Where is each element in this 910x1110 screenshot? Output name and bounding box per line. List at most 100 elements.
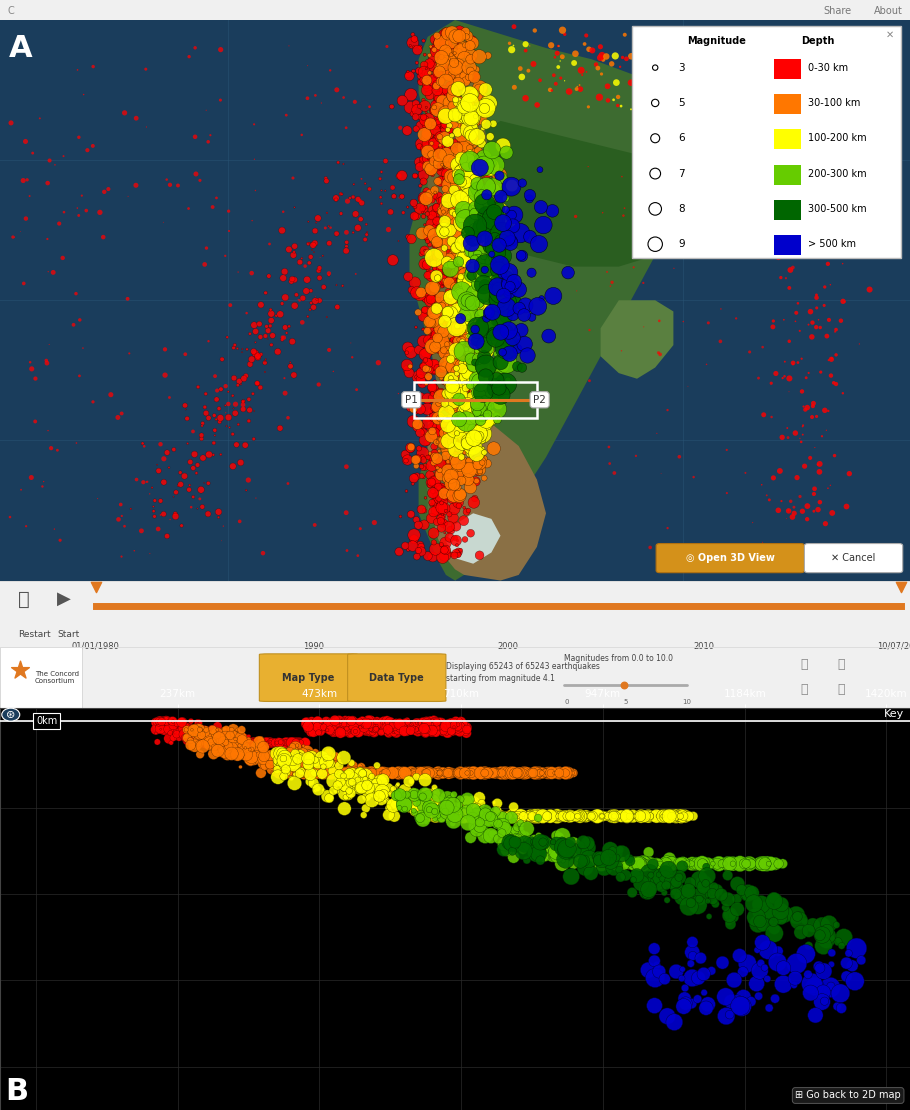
- Point: [252, 733, 267, 750]
- Point: [450, 175, 465, 193]
- Point: [453, 42, 468, 60]
- Point: [420, 803, 434, 820]
- Point: [614, 342, 629, 360]
- Point: [639, 807, 653, 825]
- Point: [435, 360, 450, 377]
- Point: [228, 733, 242, 750]
- Point: [369, 718, 384, 736]
- Point: [424, 333, 439, 351]
- Point: [472, 48, 487, 65]
- Point: [459, 371, 473, 388]
- Point: [288, 734, 302, 751]
- Point: [221, 408, 236, 426]
- Point: [261, 322, 276, 340]
- Point: [485, 154, 500, 172]
- Point: [392, 788, 407, 806]
- Point: [453, 182, 468, 200]
- Point: [230, 720, 245, 738]
- FancyBboxPatch shape: [774, 129, 801, 150]
- Point: [434, 302, 449, 320]
- Point: [829, 168, 844, 185]
- Point: [681, 377, 695, 395]
- Text: Displaying 65243 of 65243 earthquakes
starting from magnitude 4.1: Displaying 65243 of 65243 earthquakes st…: [446, 663, 600, 683]
- Point: [492, 281, 507, 299]
- Point: [733, 855, 747, 872]
- Point: [424, 309, 439, 326]
- Point: [638, 887, 652, 905]
- Point: [205, 722, 219, 739]
- Point: [221, 736, 236, 754]
- Point: [487, 180, 501, 198]
- Point: [426, 330, 440, 347]
- Point: [821, 480, 835, 497]
- Point: [262, 746, 277, 764]
- Text: Restart: Restart: [18, 630, 51, 639]
- Point: [453, 218, 468, 235]
- Point: [417, 468, 431, 486]
- Point: [863, 281, 877, 299]
- Point: [784, 246, 798, 264]
- Point: [430, 764, 444, 781]
- Point: [723, 1006, 737, 1023]
- Text: 5: 5: [623, 699, 628, 705]
- Point: [775, 855, 790, 872]
- Point: [582, 372, 597, 390]
- Point: [440, 179, 455, 196]
- Point: [375, 723, 389, 740]
- Point: [485, 764, 500, 781]
- Point: [178, 727, 193, 745]
- Point: [427, 99, 441, 117]
- Point: [428, 141, 442, 159]
- Point: [261, 734, 276, 751]
- Point: [25, 360, 39, 377]
- Point: [460, 153, 474, 171]
- Point: [317, 781, 331, 799]
- Point: [454, 304, 469, 322]
- Point: [471, 421, 486, 438]
- Point: [574, 807, 589, 825]
- Point: [439, 447, 453, 465]
- Point: [463, 286, 478, 304]
- Point: [439, 339, 453, 356]
- Point: [310, 779, 325, 797]
- Point: [352, 192, 367, 210]
- Point: [243, 734, 258, 751]
- Point: [198, 385, 213, 403]
- Point: [441, 764, 456, 781]
- Point: [449, 431, 463, 448]
- Point: [426, 39, 440, 57]
- Point: [209, 189, 224, 206]
- Point: [839, 497, 854, 515]
- Point: [661, 855, 675, 872]
- Point: [489, 408, 503, 426]
- Point: [442, 204, 457, 222]
- Point: [204, 734, 218, 751]
- Point: [465, 62, 480, 80]
- Point: [461, 367, 476, 385]
- Point: [442, 720, 457, 738]
- Point: [445, 444, 460, 462]
- Point: [416, 32, 430, 50]
- Point: [608, 807, 622, 825]
- Point: [647, 940, 662, 958]
- Point: [577, 36, 592, 53]
- Point: [659, 877, 673, 895]
- Point: [585, 807, 600, 825]
- Point: [622, 855, 636, 872]
- Point: [476, 384, 490, 402]
- Point: [349, 764, 364, 781]
- Point: [461, 70, 476, 88]
- Point: [440, 418, 455, 436]
- Point: [467, 764, 481, 781]
- Point: [436, 104, 450, 122]
- Point: [420, 354, 434, 372]
- Point: [333, 718, 348, 736]
- Point: [399, 722, 413, 739]
- Point: [555, 834, 570, 851]
- Point: [284, 758, 298, 776]
- Point: [790, 908, 804, 926]
- Point: [762, 999, 776, 1017]
- Point: [735, 963, 750, 981]
- Point: [436, 229, 450, 246]
- Point: [322, 234, 337, 252]
